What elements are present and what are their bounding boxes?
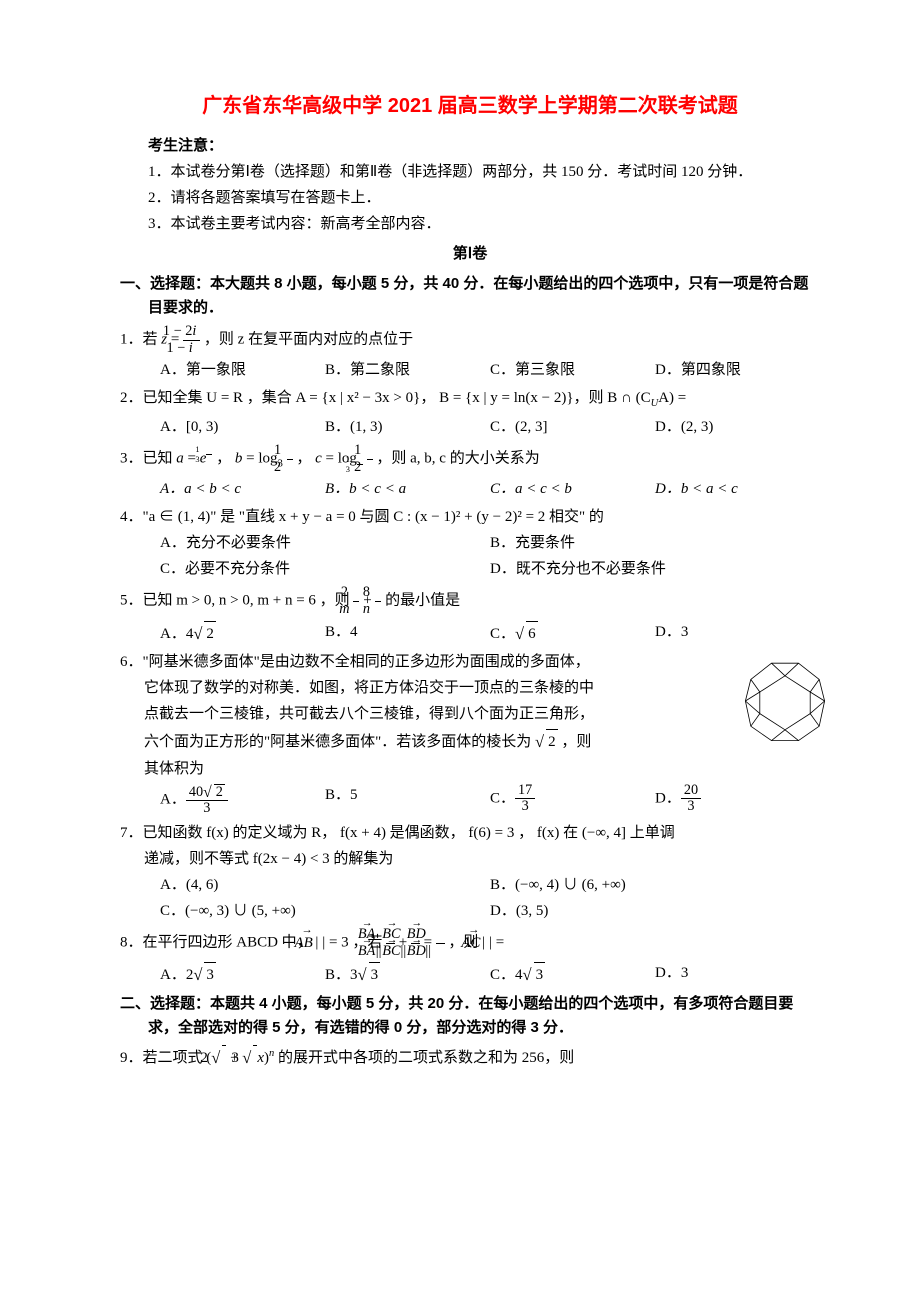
- q1-text-b: ，则 z 在复平面内对应的点位于: [204, 332, 413, 348]
- question-8: 8．在平行四边形 ABCD 中， |AB | = 3 ，若 BA|BA| + B…: [120, 927, 820, 988]
- q5-options: A．4√2 B．4 C．√6 D．3: [120, 620, 820, 646]
- q2-opt-d: D．(2, 3): [655, 415, 820, 439]
- q4-options-row2: C．必要不充分条件 D．既不充分也不必要条件: [120, 557, 820, 581]
- q7-options-row1: A．(4, 6) B．(−∞, 4) ∪ (6, +∞): [120, 873, 820, 897]
- question-6: 6．"阿基米德多面体"是由边数不全相同的正多边形为面围成的多面体， 它体现了数学…: [120, 650, 820, 817]
- q4-options-row1: A．充分不必要条件 B．充要条件: [120, 531, 820, 555]
- q2-text-a: 2．已知全集 U = R ，集合 A = {x | x² − 3x > 0}， …: [120, 390, 651, 406]
- q5-text-a: 5．已知 m > 0, n > 0, m + n = 6 ，则: [120, 593, 353, 609]
- q7-opt-b: B．(−∞, 4) ∪ (6, +∞): [490, 873, 820, 897]
- q9-stem: 9．若二项式 (√2 + √3x)n 的展开式中各项的二项式系数之和为 256，…: [120, 1044, 820, 1070]
- q5-opt-b: B．4: [325, 620, 490, 646]
- q5-opt-c: C．√6: [490, 620, 655, 646]
- q6-line1: 6．"阿基米德多面体"是由边数不全相同的正多边形为面围成的多面体，: [120, 650, 820, 674]
- q5-stem: 5．已知 m > 0, n > 0, m + n = 6 ，则 2m + 8n …: [120, 585, 820, 617]
- question-9: 9．若二项式 (√2 + √3x)n 的展开式中各项的二项式系数之和为 256，…: [120, 1044, 820, 1070]
- question-4: 4．"a ∈ (1, 4)" 是 "直线 x + y − a = 0 与圆 C …: [120, 505, 820, 581]
- q2-opt-a: A．[0, 3): [160, 415, 325, 439]
- q3-options: A．a < b < c B．b < c < a C．a < c < b D．b …: [120, 477, 820, 501]
- q4-opt-d: D．既不充分也不必要条件: [490, 557, 820, 581]
- polyhedron-icon: [740, 656, 830, 746]
- q1-text-a: 1．若: [120, 332, 161, 348]
- q6-opt-b: B．5: [325, 783, 490, 817]
- q8-opt-a: A．2√3: [160, 961, 325, 987]
- q1-opt-a: A．第一象限: [160, 358, 325, 382]
- q1-options: A．第一象限 B．第二象限 C．第三象限 D．第四象限: [120, 358, 820, 382]
- question-5: 5．已知 m > 0, n > 0, m + n = 6 ，则 2m + 8n …: [120, 585, 820, 646]
- q6-opt-a: A．40√23: [160, 783, 325, 817]
- section-2-heading: 二、选择题：本题共 4 小题，每小题 5 分，共 20 分．在每小题给出的四个选…: [120, 992, 820, 1040]
- q3-opt-d: D．b < a < c: [655, 477, 820, 501]
- notice-heading: 考生注意：: [148, 134, 820, 158]
- q7-line2: 递减，则不等式 f(2x − 4) < 3 的解集为: [120, 847, 820, 871]
- q8-opt-c: C．4√3: [490, 961, 655, 987]
- q8-stem: 8．在平行四边形 ABCD 中， |AB | = 3 ，若 BA|BA| + B…: [120, 927, 820, 959]
- q3-text-b: ，: [216, 451, 235, 467]
- q8-options: A．2√3 B．3√3 C．4√3 D．3: [120, 961, 820, 987]
- q8-text-a: 8．在平行四边形 ABCD 中， |: [120, 935, 318, 951]
- q1-stem: 1．若 z = 1 − 2i1 − i ，则 z 在复平面内对应的点位于: [120, 324, 820, 356]
- q1-opt-d: D．第四象限: [655, 358, 820, 382]
- q6-opt-d: D．203: [655, 783, 820, 817]
- q1-opt-c: C．第三象限: [490, 358, 655, 382]
- q3-opt-c: C．a < c < b: [490, 477, 655, 501]
- q2-opt-b: B．(1, 3): [325, 415, 490, 439]
- q6-line3: 点截去一个三棱锥，共可截去八个三棱锥，得到八个面为正三角形，: [120, 702, 820, 726]
- q4-stem: 4．"a ∈ (1, 4)" 是 "直线 x + y − a = 0 与圆 C …: [120, 505, 820, 529]
- question-3: 3．已知 a = e13 ， b = log3 12 ， c = log13 1…: [120, 443, 820, 501]
- q6-opt-c: C．173: [490, 783, 655, 817]
- q5-opt-a: A．4√2: [160, 620, 325, 646]
- q2-opt-c: C．(2, 3]: [490, 415, 655, 439]
- q6-line2: 它体现了数学的对称美．如图，将正方体沿交于一顶点的三条棱的中: [120, 676, 820, 700]
- question-2: 2．已知全集 U = R ，集合 A = {x | x² − 3x > 0}， …: [120, 386, 820, 439]
- q4-opt-a: A．充分不必要条件: [160, 531, 490, 555]
- notice-line-1: 1．本试卷分第Ⅰ卷（选择题）和第Ⅱ卷（非选择题）两部分，共 150 分．考试时间…: [148, 160, 820, 184]
- q3-stem: 3．已知 a = e13 ， b = log3 12 ， c = log13 1…: [120, 443, 820, 475]
- q2-text-b: A) =: [658, 390, 686, 406]
- q3-text-a: 3．已知: [120, 451, 176, 467]
- q3-opt-a: A．a < b < c: [160, 477, 325, 501]
- notice-line-3: 3．本试卷主要考试内容：新高考全部内容．: [148, 212, 820, 236]
- q2-stem: 2．已知全集 U = R ，集合 A = {x | x² − 3x > 0}， …: [120, 386, 820, 413]
- q2-options: A．[0, 3) B．(1, 3) C．(2, 3] D．(2, 3): [120, 415, 820, 439]
- q8-opt-b: B．3√3: [325, 961, 490, 987]
- q7-line1: 7．已知函数 f(x) 的定义域为 R， f(x + 4) 是偶函数， f(6)…: [120, 821, 820, 845]
- q6-line4: 六个面为正方形的"阿基米德多面体"．若该多面体的棱长为 √2 ，则: [120, 728, 820, 754]
- part-1-title: 第Ⅰ卷: [120, 242, 820, 266]
- q7-options-row2: C．(−∞, 3) ∪ (5, +∞) D．(3, 5): [120, 899, 820, 923]
- page-title: 广东省东华高级中学 2021 届高三数学上学期第二次联考试题: [120, 90, 820, 122]
- q5-text-b: 的最小值是: [385, 593, 460, 609]
- question-7: 7．已知函数 f(x) 的定义域为 R， f(x + 4) 是偶函数， f(6)…: [120, 821, 820, 923]
- q7-opt-d: D．(3, 5): [490, 899, 820, 923]
- q8-opt-d: D．3: [655, 961, 820, 987]
- q3-text-d: ，则 a, b, c 的大小关系为: [376, 451, 539, 467]
- section-1-heading: 一、选择题：本大题共 8 小题，每小题 5 分，共 40 分．在每小题给出的四个…: [120, 272, 820, 320]
- q8-text-d: | =: [489, 935, 504, 951]
- q1-opt-b: B．第二象限: [325, 358, 490, 382]
- q6-options: A．40√23 B．5 C．173 D．203: [120, 783, 820, 817]
- q6-line5: 其体积为: [120, 757, 820, 781]
- q7-opt-a: A．(4, 6): [160, 873, 490, 897]
- q3-text-c: ，: [296, 451, 315, 467]
- q4-opt-c: C．必要不充分条件: [160, 557, 490, 581]
- question-1: 1．若 z = 1 − 2i1 − i ，则 z 在复平面内对应的点位于 A．第…: [120, 324, 820, 382]
- q5-opt-d: D．3: [655, 620, 820, 646]
- q7-opt-c: C．(−∞, 3) ∪ (5, +∞): [160, 899, 490, 923]
- q3-opt-b: B．b < c < a: [325, 477, 490, 501]
- q4-opt-b: B．充要条件: [490, 531, 820, 555]
- notice-line-2: 2．请将各题答案填写在答题卡上．: [148, 186, 820, 210]
